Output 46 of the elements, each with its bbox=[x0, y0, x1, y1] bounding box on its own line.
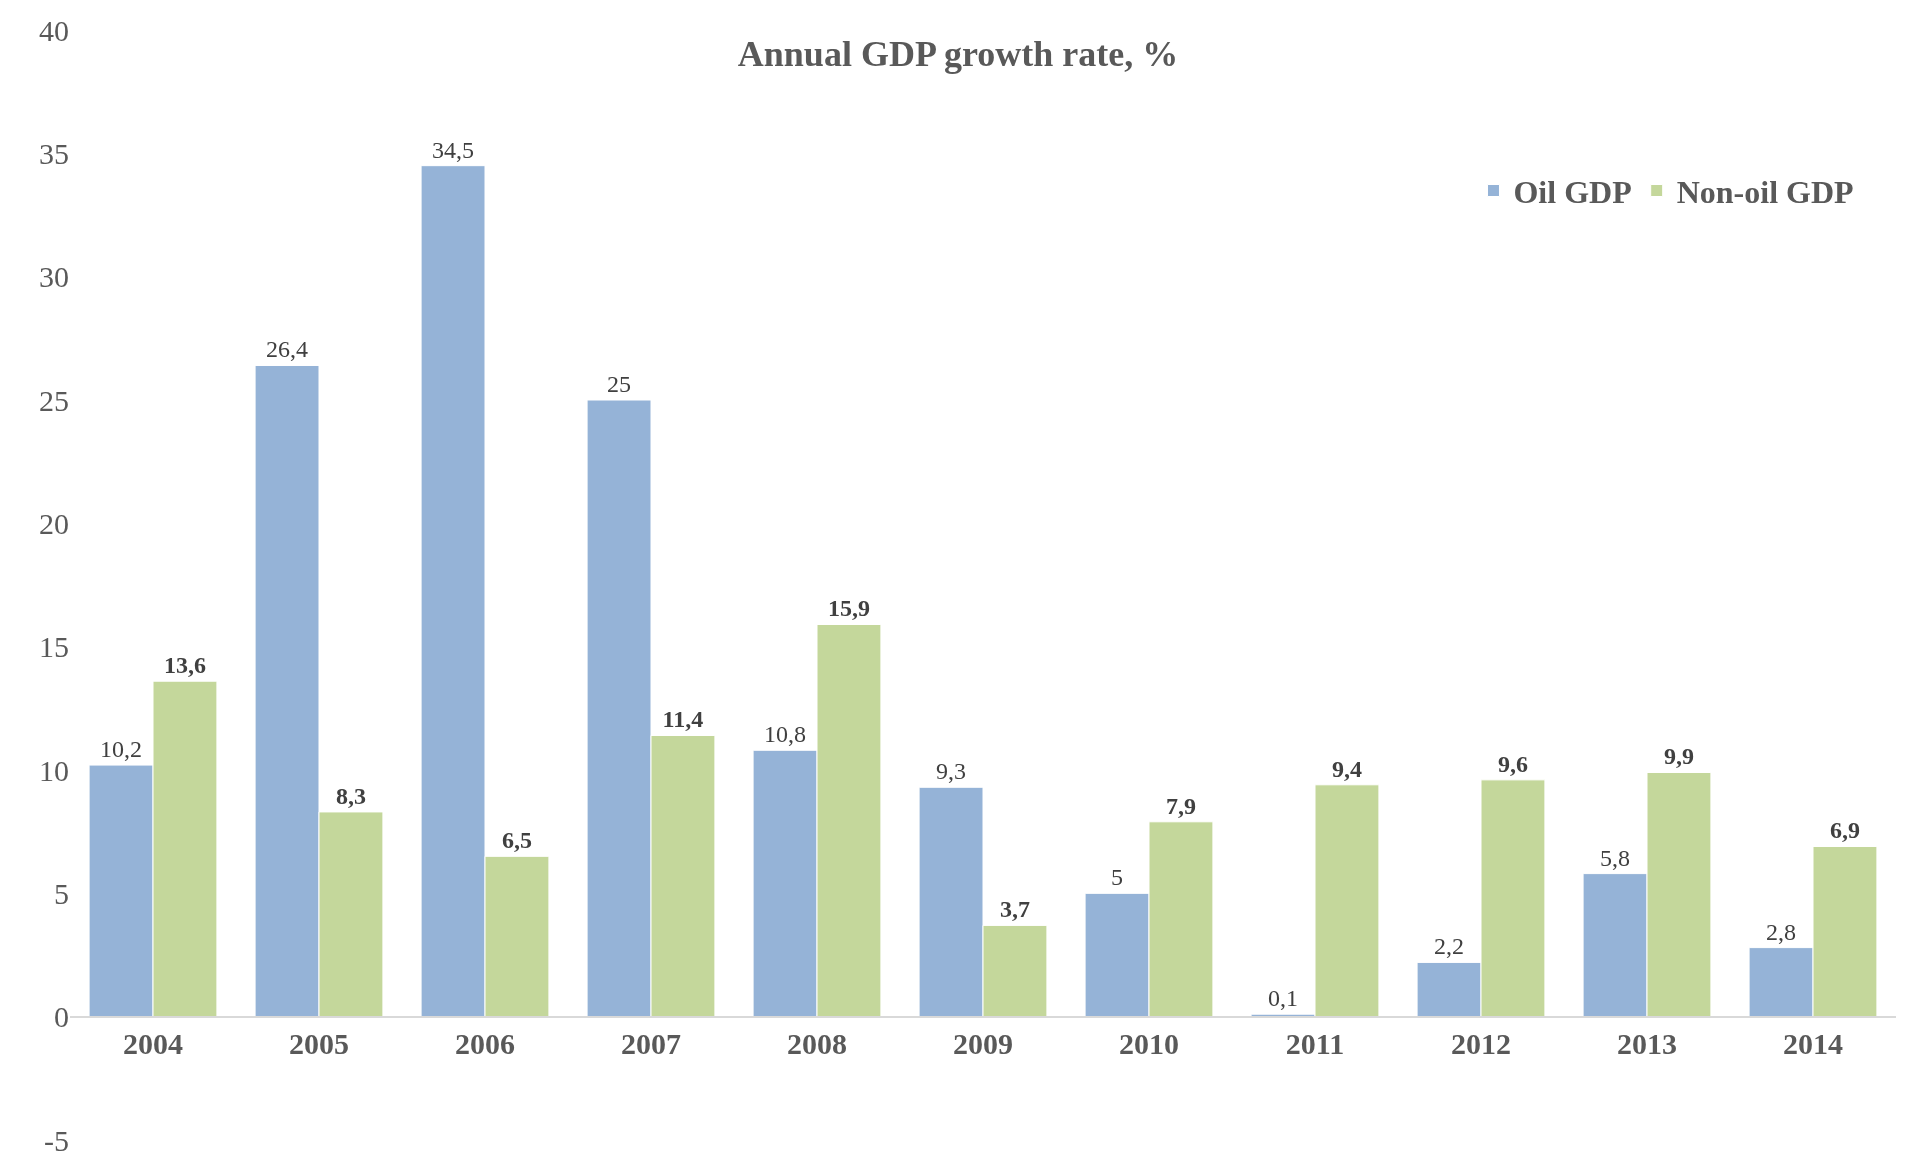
data-label: 3,7 bbox=[999, 896, 1030, 923]
data-label: 25 bbox=[607, 371, 632, 397]
y-tick-label: 5 bbox=[54, 876, 69, 910]
y-tick-label: -5 bbox=[44, 1123, 69, 1157]
x-tick-label: 2006 bbox=[455, 1026, 515, 1060]
x-tick-label: 2007 bbox=[621, 1026, 681, 1060]
data-label: 5,8 bbox=[1600, 844, 1631, 871]
y-tick-label: 15 bbox=[39, 630, 69, 664]
data-label: 6,5 bbox=[501, 827, 532, 854]
data-label: 9,9 bbox=[1663, 743, 1694, 770]
data-label: 7,9 bbox=[1165, 792, 1196, 819]
legend-label: Non-oil GDP bbox=[1676, 173, 1854, 210]
x-tick-label: 2010 bbox=[1119, 1026, 1179, 1060]
y-tick-label: 40 bbox=[39, 13, 69, 47]
data-label: 34,5 bbox=[432, 136, 475, 163]
data-label: 11,4 bbox=[662, 706, 704, 733]
y-tick-label: 10 bbox=[39, 753, 69, 787]
data-label: 26,4 bbox=[266, 336, 309, 363]
x-tick-label: 2014 bbox=[1783, 1026, 1843, 1060]
x-tick-label: 2005 bbox=[289, 1026, 349, 1060]
data-label: 10,8 bbox=[764, 721, 807, 748]
x-tick-label: 2013 bbox=[1617, 1026, 1677, 1060]
x-tick-label: 2012 bbox=[1451, 1026, 1511, 1060]
x-tick-label: 2009 bbox=[953, 1026, 1013, 1060]
y-tick-label: 30 bbox=[39, 260, 69, 294]
legend-label: Oil GDP bbox=[1513, 173, 1632, 210]
y-tick-label: 20 bbox=[39, 506, 69, 540]
y-tick-label: 25 bbox=[39, 383, 69, 417]
data-label: 15,9 bbox=[827, 595, 870, 622]
x-tick-label: 2011 bbox=[1285, 1026, 1345, 1060]
data-label: 6,9 bbox=[1829, 817, 1860, 844]
data-label: 13,6 bbox=[163, 652, 206, 679]
data-label: 9,6 bbox=[1497, 750, 1528, 777]
data-label: 5 bbox=[1111, 864, 1124, 891]
data-label: 0,1 bbox=[1268, 985, 1299, 1012]
x-tick-label: 2008 bbox=[787, 1026, 847, 1060]
data-label: 8,3 bbox=[335, 782, 366, 809]
data-label: 9,4 bbox=[1331, 755, 1362, 782]
y-tick-label: 0 bbox=[54, 1000, 69, 1034]
data-label: 2,2 bbox=[1434, 933, 1465, 960]
data-label: 2,8 bbox=[1766, 918, 1797, 945]
data-label: 9,3 bbox=[936, 758, 967, 785]
data-label: 10,2 bbox=[100, 736, 143, 763]
x-tick-label: 2004 bbox=[123, 1026, 183, 1060]
y-tick-label: 35 bbox=[39, 136, 69, 170]
chart-title: Annual GDP growth rate, % bbox=[737, 34, 1179, 75]
